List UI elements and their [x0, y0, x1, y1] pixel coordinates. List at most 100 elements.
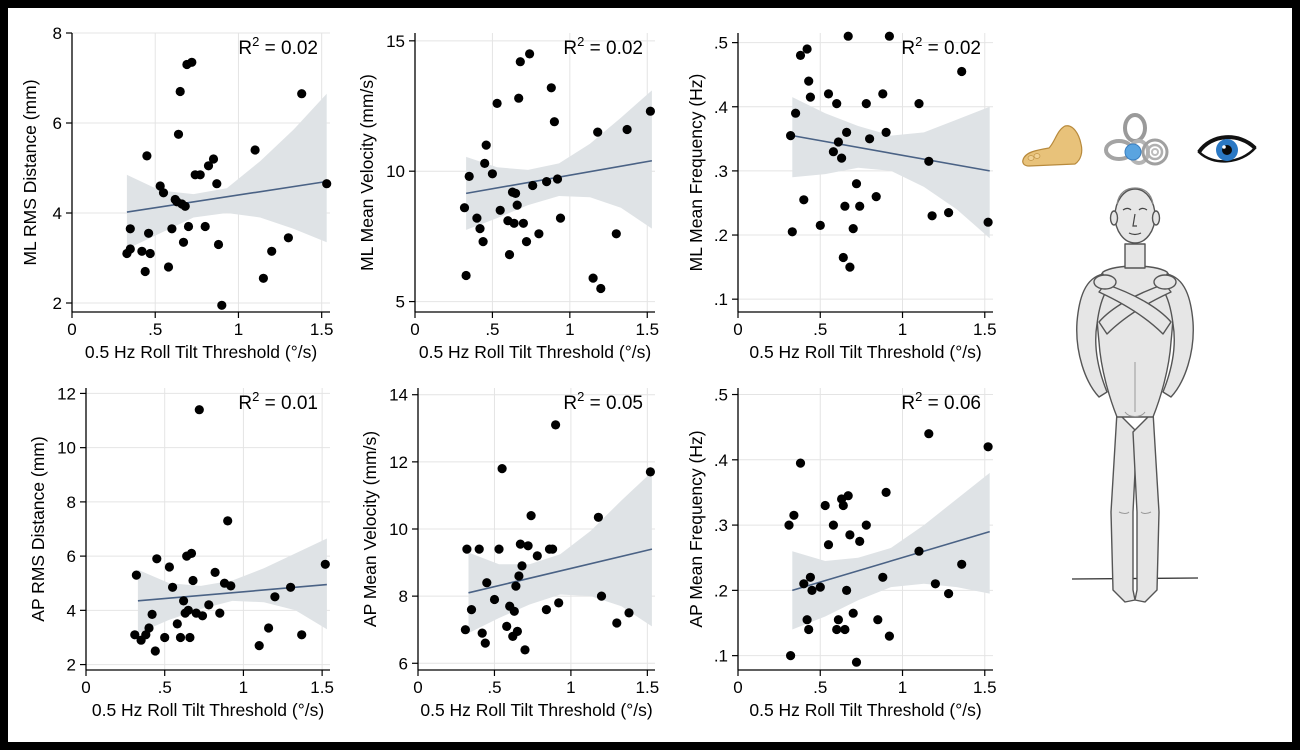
data-point [944, 208, 954, 218]
data-point [944, 589, 954, 599]
data-point [144, 228, 154, 238]
y-tick-label: 8 [67, 493, 76, 512]
data-point [163, 262, 174, 272]
x-tick-label: 1 [239, 678, 248, 697]
y-axis-title: AP RMS Distance (mm) [28, 436, 48, 621]
data-point [823, 89, 834, 99]
fit-line [126, 180, 327, 213]
data-point [142, 151, 152, 161]
data-point [842, 127, 852, 137]
y-tick-label: .2 [714, 581, 728, 600]
data-point [815, 220, 825, 230]
x-axis-title: 0.5 Hz Roll Tilt Threshold (°/s) [420, 700, 652, 720]
data-point [840, 624, 850, 635]
x-tick-label: .5 [813, 320, 827, 339]
data-point [175, 632, 186, 643]
data-point [784, 520, 794, 530]
data-point [487, 169, 497, 179]
y-tick-label: 4 [53, 204, 62, 223]
data-point [147, 609, 157, 620]
data-point [466, 605, 477, 615]
x-tick-label: .5 [487, 678, 501, 697]
data-point [645, 467, 656, 477]
data-point [460, 625, 470, 635]
y-tick-label: 2 [53, 294, 62, 313]
data-point [510, 188, 521, 198]
data-point [622, 124, 632, 135]
data-point [125, 244, 135, 254]
x-tick-label: .5 [148, 320, 162, 339]
data-point [459, 203, 470, 213]
data-point [495, 205, 505, 215]
r-squared-superscript: 2 [577, 389, 584, 404]
data-point [791, 108, 801, 118]
data-point [804, 624, 814, 635]
data-point [160, 632, 170, 643]
foot-icon [1022, 125, 1083, 167]
data-point [464, 171, 474, 181]
data-point [320, 559, 330, 569]
y-tick-label: 6 [67, 547, 76, 566]
ground-line [1071, 577, 1199, 580]
data-point [185, 632, 195, 643]
data-point [502, 621, 512, 632]
data-point [820, 500, 830, 511]
data-point [125, 224, 135, 234]
data-point [183, 221, 194, 232]
data-point [217, 300, 227, 310]
r-squared-value: = 0.05 [584, 393, 643, 414]
data-point [213, 239, 224, 250]
data-point [549, 117, 560, 127]
fit-line [468, 548, 653, 594]
r-squared-superscript: 2 [252, 34, 259, 49]
x-tick-label: 1.5 [635, 320, 659, 339]
fit-line [137, 583, 327, 602]
data-point [833, 137, 844, 147]
data-point [542, 177, 552, 187]
data-point [611, 229, 621, 239]
data-point [528, 180, 538, 191]
data-point [472, 213, 482, 223]
data-point [186, 548, 197, 559]
data-point [197, 611, 208, 621]
data-point [492, 98, 502, 108]
data-point [552, 174, 563, 184]
data-point [504, 250, 515, 260]
data-point [523, 541, 533, 551]
chart-panel-ml-frequency: 0 .5 1 1.5 .1 .2 .3 .4 .5 0.5 Hz Roll Tilt Thresh… [686, 31, 997, 362]
data-point [548, 544, 558, 554]
chart-panel-ap-velocity: 0 .5 1 1.5 6 8 10 12 14 0.5 Hz Roll Tilt Threshol… [360, 386, 659, 720]
data-point [807, 585, 817, 596]
r-squared-symbol: R [901, 38, 915, 59]
r-squared-superscript: 2 [252, 389, 259, 404]
data-point [223, 516, 233, 526]
data-point [509, 218, 519, 228]
data-point [865, 134, 875, 144]
data-point [517, 561, 527, 571]
data-point [494, 544, 504, 554]
data-point [843, 31, 853, 41]
confidence-band [792, 472, 990, 630]
data-point [914, 546, 924, 556]
data-point [840, 201, 850, 211]
face [1116, 187, 1154, 236]
x-tick-label: 0 [733, 320, 742, 339]
x-tick-label: .5 [485, 320, 499, 339]
y-tick-label: .3 [714, 516, 728, 535]
data-point [612, 618, 622, 628]
r-squared-symbol: R [238, 38, 252, 59]
data-point [795, 458, 806, 468]
data-point [254, 641, 264, 651]
data-point [462, 544, 472, 554]
confidence-band [792, 97, 990, 239]
data-point [250, 145, 260, 155]
data-point [515, 539, 526, 549]
data-point [843, 491, 853, 501]
data-point [861, 520, 871, 530]
data-point [131, 570, 141, 580]
x-tick-label: 1 [565, 320, 574, 339]
data-point [799, 579, 809, 589]
data-point [512, 200, 522, 210]
r-squared-value: = 0.02 [584, 38, 643, 59]
